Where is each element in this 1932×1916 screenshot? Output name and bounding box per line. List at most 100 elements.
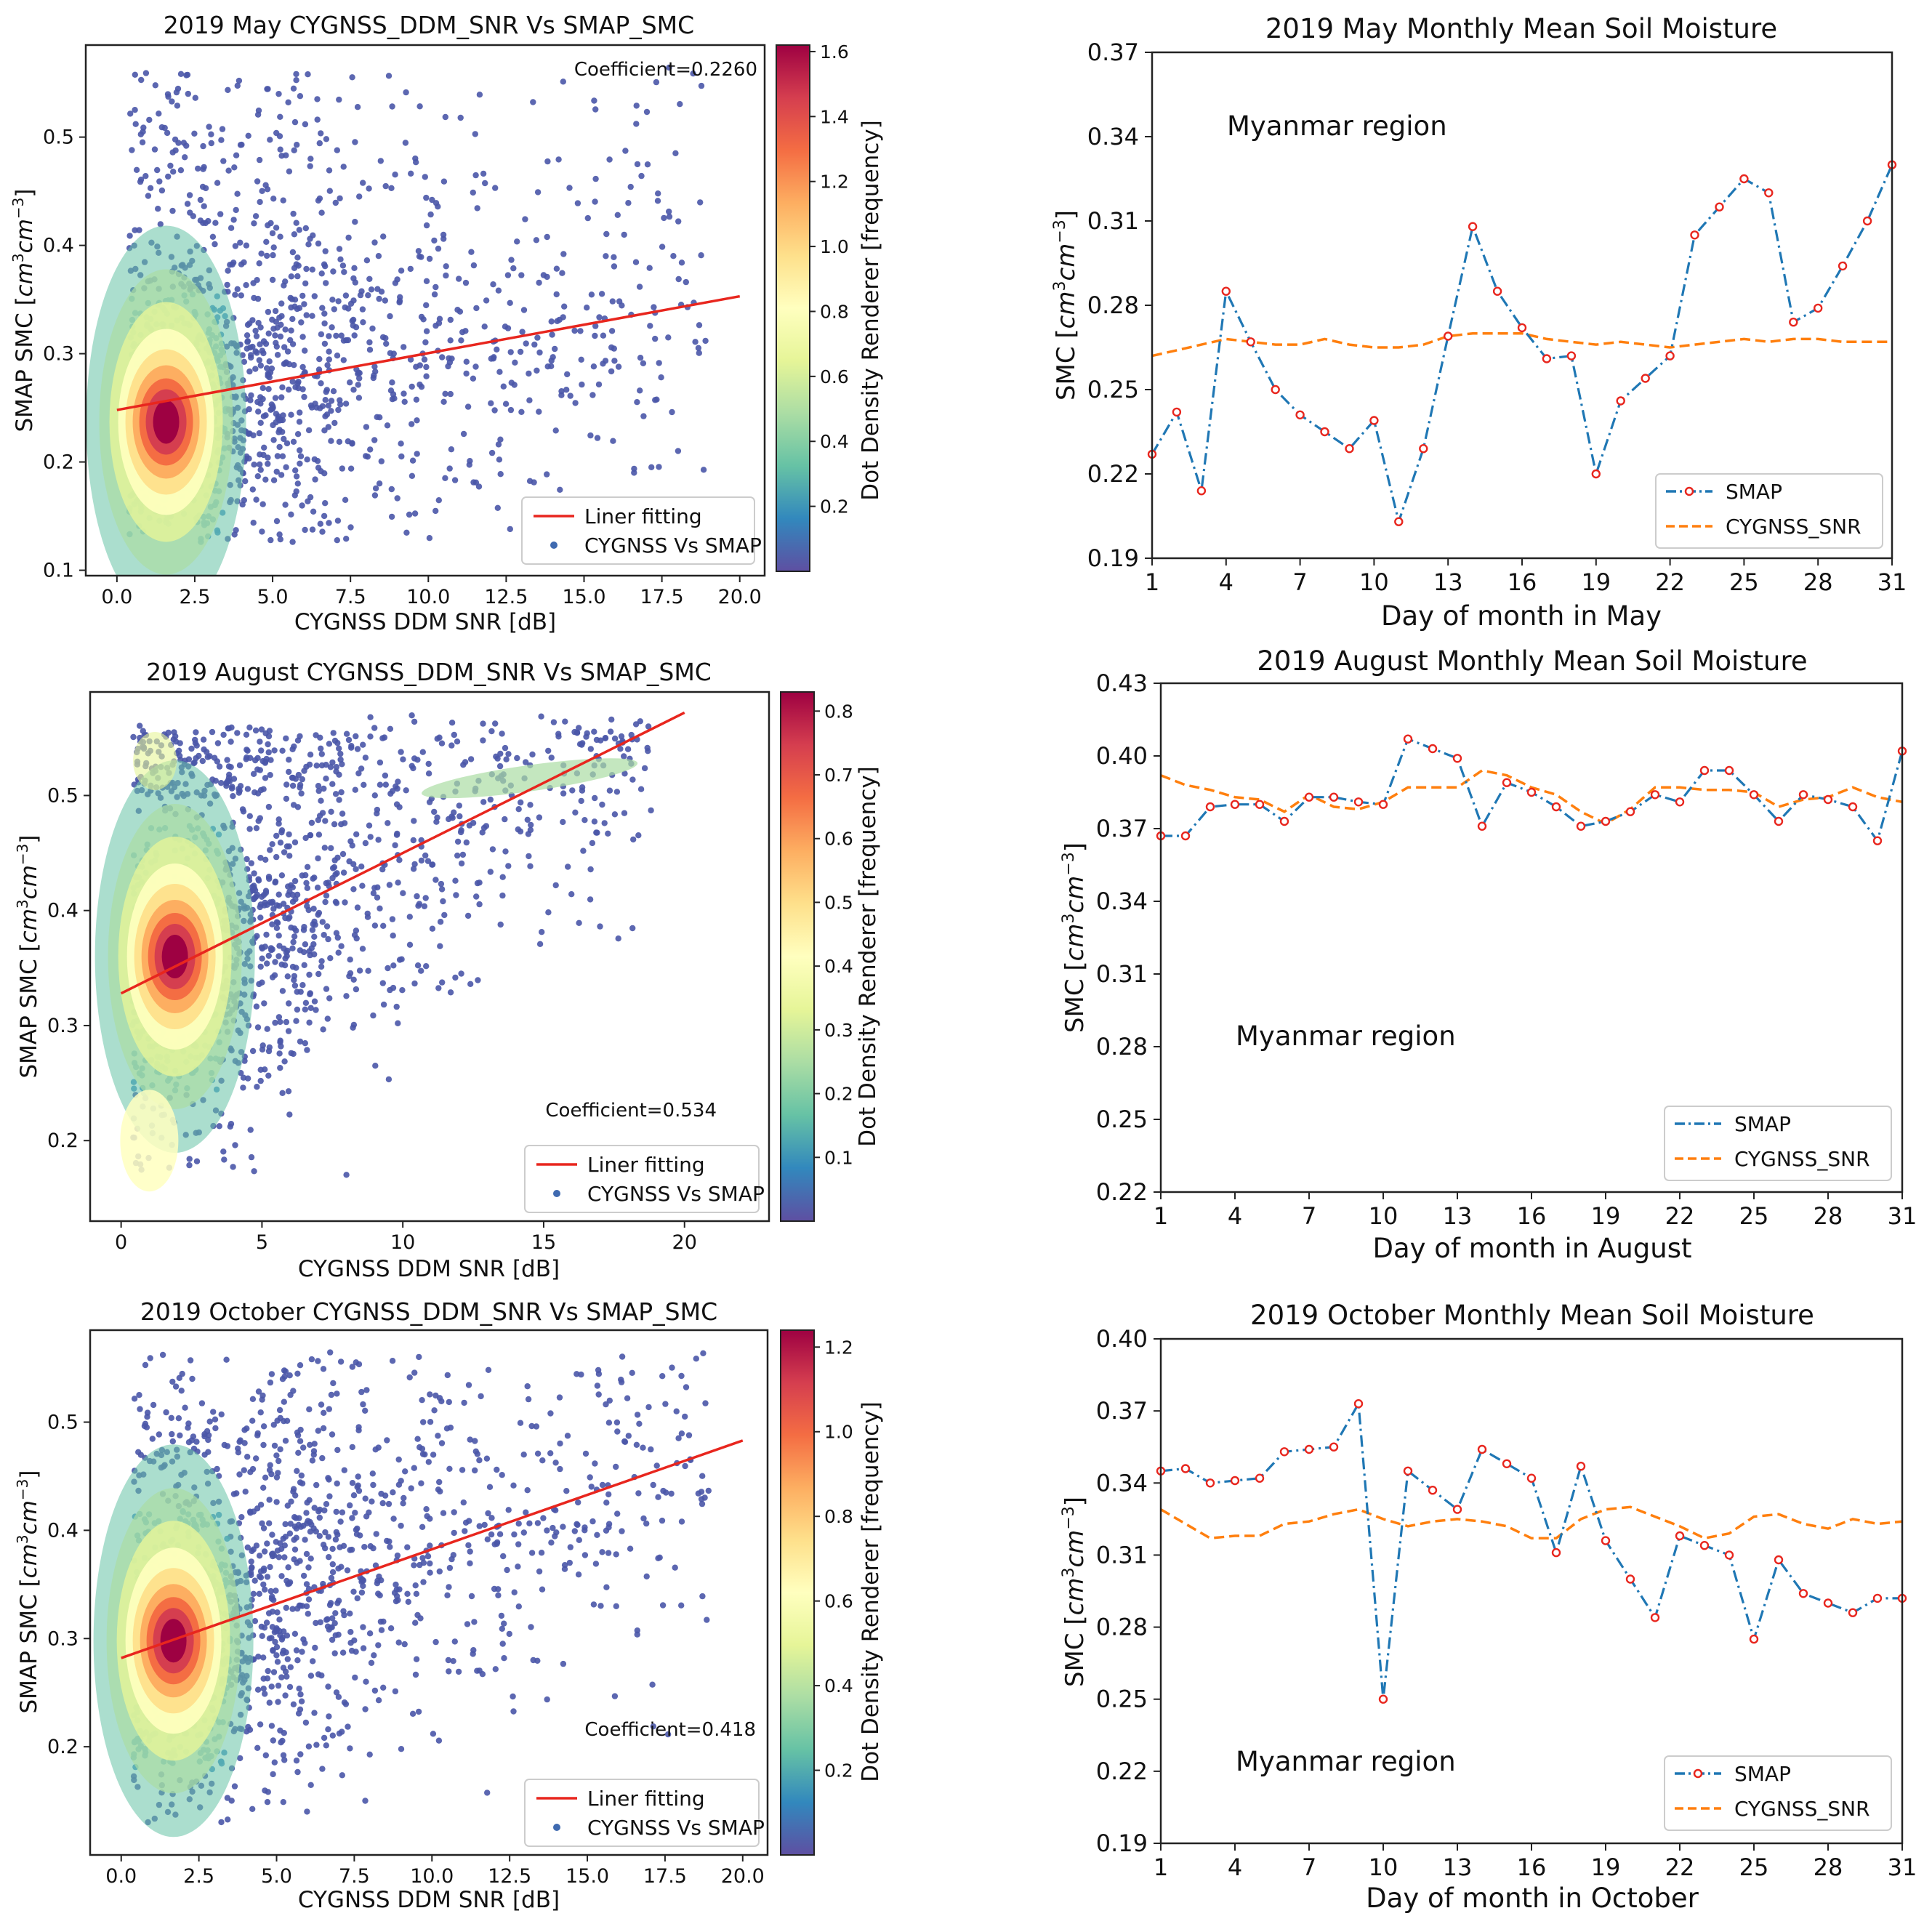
smap-point	[1468, 222, 1478, 231]
scatter-point	[540, 1515, 547, 1521]
scatter-point	[588, 1484, 595, 1490]
scatter-point	[389, 103, 395, 110]
scatter-point	[377, 781, 384, 788]
scatter-point	[552, 345, 558, 353]
scatter-point	[291, 982, 299, 989]
scatter-point	[353, 1531, 361, 1537]
scatter-point	[193, 1438, 200, 1445]
scatter-point	[281, 849, 288, 856]
scatter-point	[345, 234, 352, 241]
legend-scatter-label: CYGNSS Vs SMAP	[584, 534, 762, 558]
scatter-point	[349, 1364, 355, 1370]
scatter-point	[333, 1689, 340, 1696]
scatter-point	[267, 536, 274, 544]
scatter-point	[522, 216, 528, 222]
scatter-point	[329, 865, 337, 872]
scatter-point	[233, 206, 239, 214]
ts-oct-plot-area	[1156, 1398, 1907, 1704]
scatter-point	[419, 1555, 426, 1561]
scatter-point	[293, 473, 300, 480]
scatter-point	[587, 896, 594, 903]
scatter-point	[248, 860, 254, 866]
scatter-point	[284, 1502, 291, 1509]
scatter-point	[448, 720, 456, 726]
scatter-point	[326, 995, 333, 1002]
scatter-point	[324, 1015, 331, 1022]
scatter-point	[285, 1564, 291, 1571]
scatter-point	[408, 1485, 414, 1492]
scatter-point	[130, 733, 137, 741]
x-tick-label: 28	[1814, 1202, 1843, 1230]
scatter-point	[400, 1500, 406, 1507]
scatter-point	[371, 1687, 379, 1694]
scatter-point	[300, 1572, 307, 1579]
scatter-point	[349, 1480, 356, 1486]
scatter-point	[319, 1766, 326, 1772]
scatter-point	[296, 1515, 302, 1521]
scatter-point	[208, 140, 214, 147]
scatter-point	[254, 1505, 261, 1512]
scatter-point	[614, 212, 621, 218]
scatter-point	[461, 1399, 467, 1406]
scatter-point	[282, 1692, 289, 1699]
scatter-point	[291, 231, 298, 238]
scatter-point	[333, 1508, 339, 1516]
density-contour	[133, 731, 177, 790]
scatter-point	[493, 753, 499, 760]
scatter-point	[664, 1731, 672, 1738]
x-tick-label: 16	[1508, 568, 1537, 596]
scatter-point	[318, 751, 325, 757]
scatter-point	[177, 167, 185, 174]
cygnss-series-line	[1160, 769, 1903, 826]
scatter-point	[517, 348, 524, 355]
scatter-point	[347, 379, 353, 386]
scatter-point	[286, 1530, 294, 1537]
scatter-point	[236, 762, 243, 769]
scatter-point	[193, 742, 200, 749]
scatter-point	[311, 1441, 318, 1447]
scatter-point	[311, 1505, 318, 1511]
scatter-point	[364, 910, 371, 917]
scatter-point	[251, 870, 257, 877]
scatter-point	[424, 858, 432, 864]
scatter-point	[375, 253, 382, 259]
scatter-point	[462, 1528, 468, 1534]
scatter-point	[555, 156, 562, 163]
scatter-point	[359, 882, 366, 889]
scatter-point	[268, 946, 275, 954]
scatter-point	[333, 764, 340, 770]
scatter-point	[256, 260, 262, 267]
scatter-point	[442, 475, 448, 481]
scatter-point	[371, 922, 379, 929]
scatter-point	[380, 1684, 387, 1691]
y-tick-label: 0.40	[1096, 1325, 1148, 1353]
scatter-point	[314, 116, 321, 123]
scatter-point	[366, 1630, 374, 1637]
scatter-point	[289, 963, 297, 970]
scatter-point	[336, 771, 342, 778]
scatter-point	[311, 293, 318, 299]
scatter-point	[557, 486, 563, 493]
ts-may-plot-area	[1147, 160, 1897, 526]
scatter-point	[281, 1554, 288, 1561]
scatter-point	[608, 716, 615, 723]
x-tick-label: 2.5	[183, 1865, 214, 1888]
scatter-point	[270, 422, 276, 429]
scatter-point	[389, 1358, 396, 1364]
smap-point	[1789, 318, 1798, 327]
scatter-point	[260, 1565, 267, 1572]
scatter-point	[282, 1521, 289, 1528]
scatter-point	[254, 473, 261, 480]
scatter-point	[400, 756, 406, 762]
scatter-point	[692, 339, 699, 345]
scatter-point	[350, 976, 357, 983]
scatter-point	[338, 789, 345, 796]
scatter-point	[262, 758, 269, 765]
scatter-point	[293, 220, 299, 226]
scatter-point	[392, 1688, 399, 1695]
scatter-point	[435, 985, 442, 991]
scatter-point	[485, 1510, 491, 1517]
scatter-point	[290, 1701, 297, 1707]
scatter-point	[613, 789, 621, 795]
scatter-point	[418, 967, 424, 974]
